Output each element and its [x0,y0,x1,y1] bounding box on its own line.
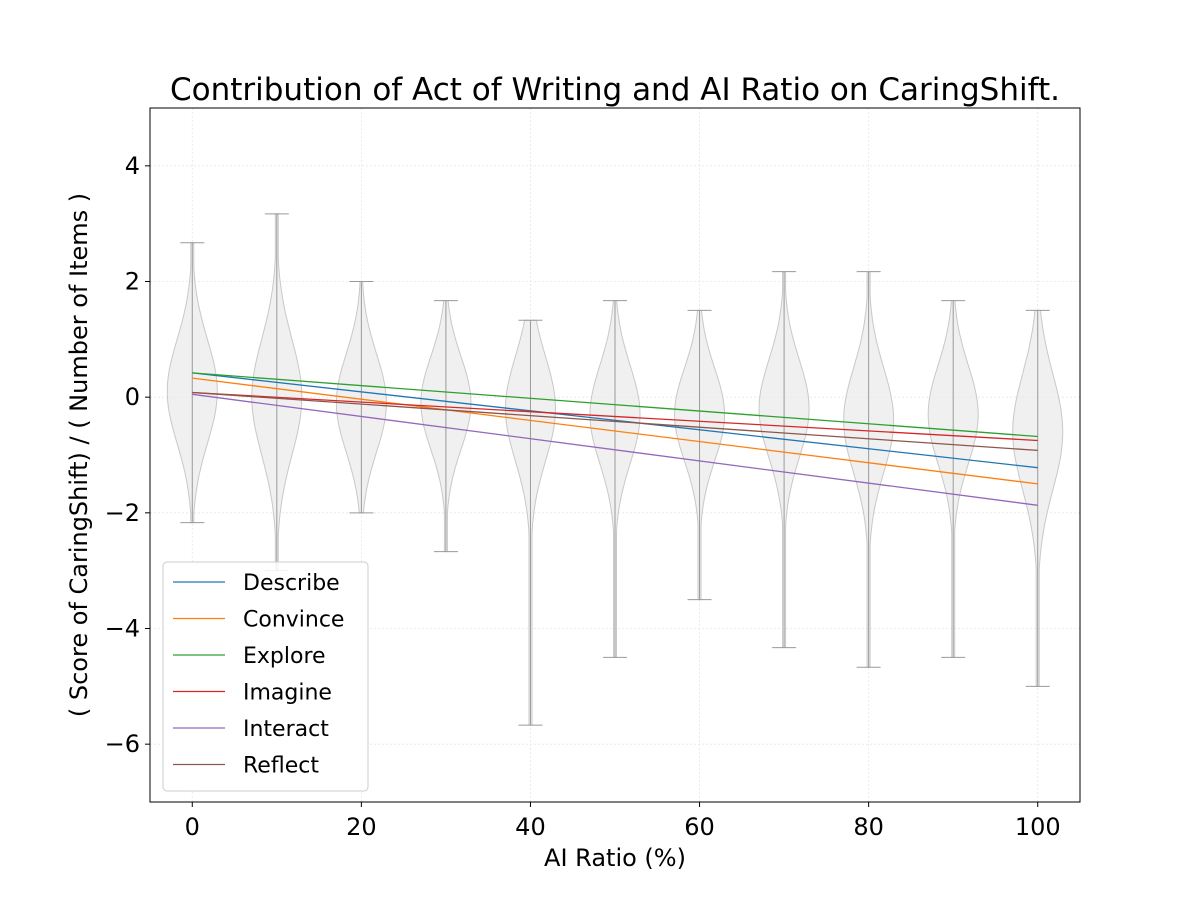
x-axis-title: AI Ratio (%) [544,844,686,872]
y-tick-label: 4 [125,152,140,180]
legend-label-explore: Explore [243,644,326,669]
chart-title: Contribution of Act of Writing and AI Ra… [170,72,1060,108]
legend-box [162,561,369,792]
regression-lines [192,372,1038,506]
legend-label-reflect: Reflect [243,754,319,779]
plot-area-frame [149,107,1081,803]
x-tick-label: 0 [185,813,200,841]
series-line-reflect [192,391,1038,452]
legend-label-convince: Convince [243,608,344,633]
legend-label-imagine: Imagine [243,681,332,706]
x-tick-label: 40 [515,813,546,841]
y-tick-label: 0 [125,383,140,411]
legend-label-describe: Describe [243,571,340,596]
y-tick-label: 2 [125,268,140,296]
x-tick-label: 20 [346,813,377,841]
legend: Describe Convince Explore Imagine Interact Re… [162,561,369,792]
legend-label-interact: Interact [243,717,329,742]
series-line-explore [192,372,1038,438]
y-tick-label: −4 [105,615,140,643]
series-line-imagine [192,391,1038,442]
y-tick-label: −2 [105,499,140,527]
axis-ticks: 0 20 40 60 80 100 −6 −4 −2 0 2 4 [105,152,1061,841]
x-tick-label: 100 [1015,813,1061,841]
y-tick-label: −6 [105,730,140,758]
series-line-convince [192,377,1038,485]
x-tick-label: 80 [853,813,884,841]
series-line-interact [192,393,1038,506]
series-line-describe [192,372,1038,469]
y-axis-title: ( Score of CaringShift) / ( Number of It… [65,193,93,717]
x-tick-label: 60 [684,813,715,841]
